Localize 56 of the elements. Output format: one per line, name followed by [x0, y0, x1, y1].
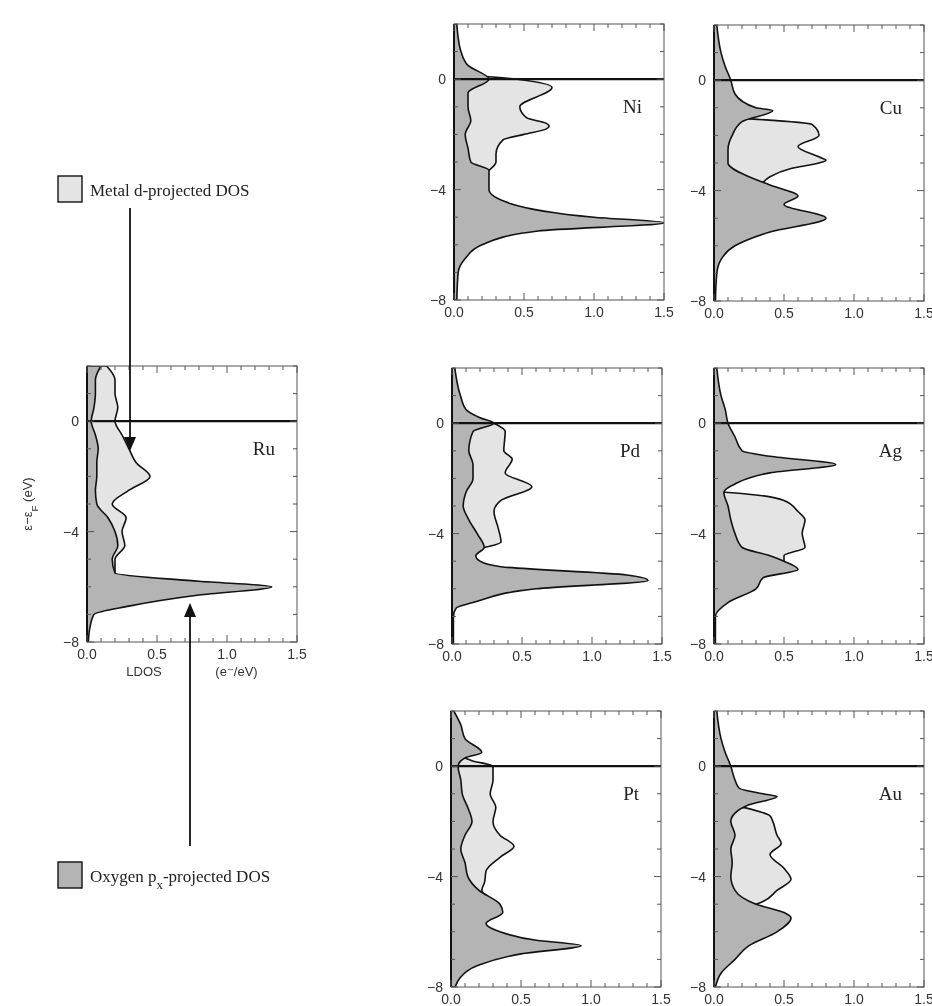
y-tick-label: −8 — [430, 292, 447, 308]
text: Ni — [623, 95, 642, 117]
y-tick-label: −4 — [690, 182, 707, 199]
text: Pd — [619, 439, 641, 461]
y-tick-label: 0 — [698, 72, 707, 89]
y-tick-label: −8 — [690, 636, 707, 652]
x-tick-label: 0.0 — [704, 648, 724, 664]
x-tick-label: 1.0 — [844, 991, 864, 1006]
x-tick-label: 0.5 — [511, 991, 531, 1006]
x-tick-label: 0.5 — [774, 305, 794, 321]
y-tick-label: 0 — [438, 71, 447, 88]
text: Ru — [252, 437, 276, 459]
x-tick-label: 0.5 — [514, 304, 534, 320]
text: Cu — [879, 96, 903, 118]
y-tick-label: 0 — [698, 758, 707, 775]
y-tick-label: −4 — [690, 868, 707, 885]
y-tick-label: −8 — [690, 293, 707, 309]
x-tick-label: 1.5 — [287, 646, 307, 662]
x-tick-label: 0.0 — [442, 648, 462, 664]
x-tick-label: 1.0 — [217, 646, 237, 662]
x-tick-label: 1.5 — [654, 304, 674, 320]
x-tick-label: 1.0 — [584, 304, 604, 320]
x-tick-label: 0.0 — [704, 991, 724, 1006]
y-tick-label: −4 — [427, 868, 444, 885]
y-tick-label: −4 — [428, 525, 445, 542]
x-tick-label: 0.0 — [441, 991, 461, 1006]
x-tick-label: 0.0 — [704, 305, 724, 321]
legend-label: Oxygen p$_{x}$-projected DOS — [90, 867, 271, 892]
x-tick-label: 0.5 — [512, 648, 532, 664]
x-tick-label: 0.5 — [147, 646, 167, 662]
x-tick-label: 0.0 — [77, 646, 97, 662]
x-tick-label: 1.5 — [651, 991, 671, 1006]
y-tick-label: −4 — [430, 181, 447, 198]
x-tick-label: 1.0 — [844, 648, 864, 664]
y-tick-label: −8 — [427, 979, 444, 995]
x-tick-label: 1.0 — [581, 991, 601, 1006]
y-tick-label: 0 — [435, 758, 444, 775]
text: Au — [878, 782, 903, 804]
x-axis-title: LDOS (e⁻/eV) — [126, 664, 258, 679]
text: Ag — [878, 439, 903, 461]
y-tick-label: −8 — [63, 634, 80, 650]
x-tick-label: 0.5 — [774, 991, 794, 1006]
x-tick-label: 0.5 — [774, 648, 794, 664]
x-tick-label: 1.0 — [582, 648, 602, 664]
x-tick-label: 0.0 — [444, 304, 464, 320]
legend-label: Metal d-projected DOS — [90, 181, 250, 200]
y-tick-label: 0 — [698, 415, 707, 432]
y-tick-label: −8 — [690, 979, 707, 995]
y-tick-label: −8 — [428, 636, 445, 652]
x-tick-label: 1.5 — [652, 648, 672, 664]
x-tick-label: 1.0 — [844, 305, 864, 321]
text: Pt — [623, 782, 640, 804]
y-tick-label: −4 — [63, 523, 80, 540]
y-tick-label: −4 — [690, 525, 707, 542]
y-tick-label: 0 — [71, 413, 80, 430]
y-tick-label: 0 — [436, 415, 445, 432]
